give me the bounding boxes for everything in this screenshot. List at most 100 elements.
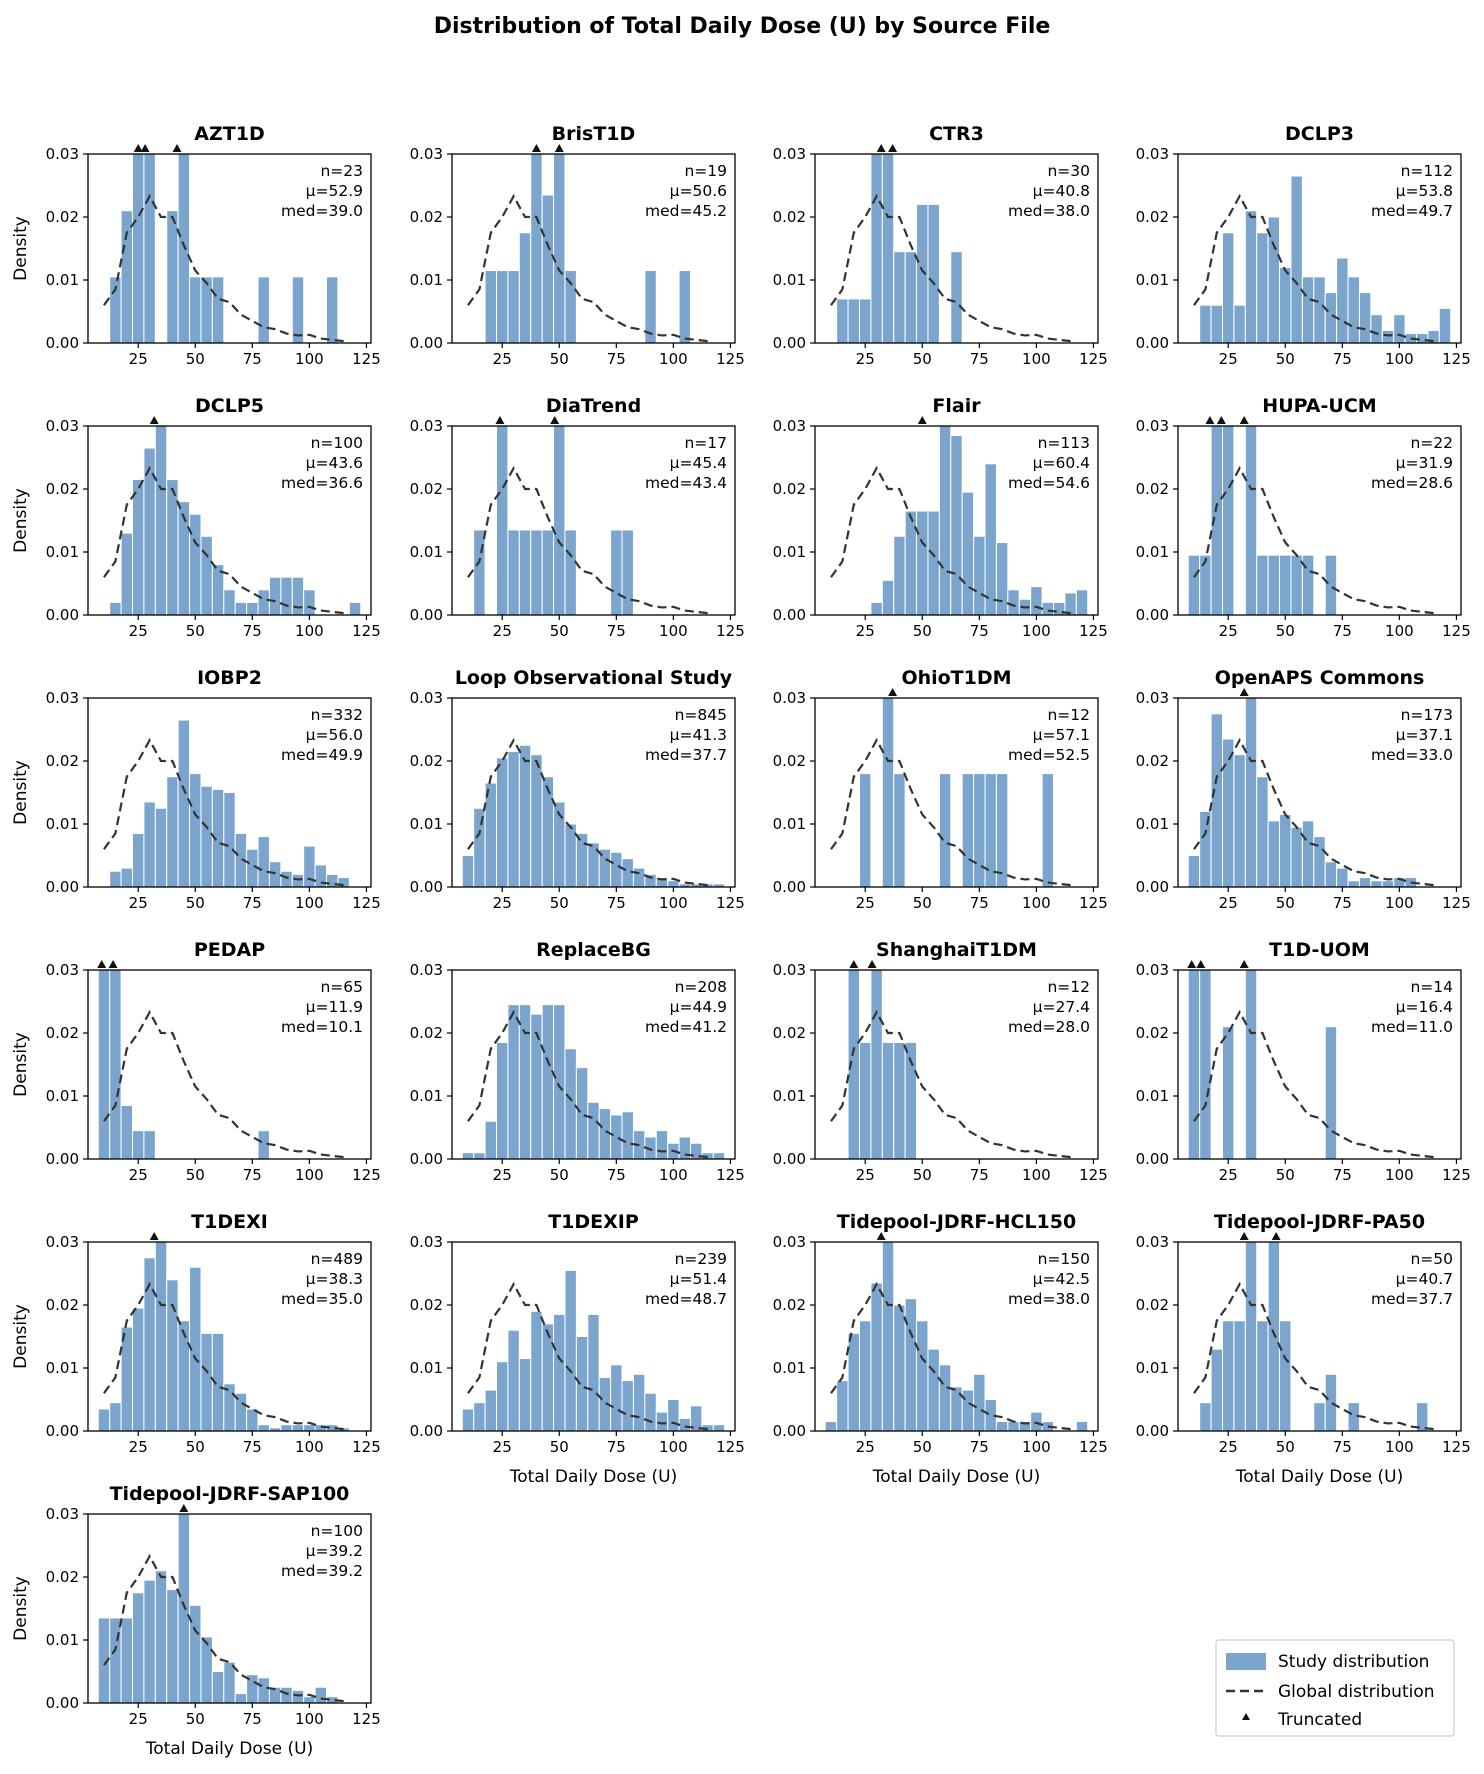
truncated-marker — [849, 960, 859, 968]
y-tick-label: 0.00 — [410, 1150, 443, 1168]
histogram-bar — [484, 1389, 497, 1432]
histogram-bar — [824, 1421, 838, 1432]
histogram-bar — [496, 757, 509, 888]
truncated-marker — [495, 416, 505, 424]
legend-label-study: Study distribution — [1278, 1652, 1429, 1672]
histogram-bar — [938, 425, 952, 616]
histogram-bar — [1244, 1241, 1258, 1432]
histogram-bar — [632, 1373, 646, 1432]
histogram-bar — [507, 1329, 520, 1432]
y-tick-label: 0.03 — [46, 689, 79, 707]
histogram-bar — [109, 1617, 122, 1704]
subplot-t1d-uom: 25 50 75 100 125 0.00 0.01 0.02 0.03 T1D-UOM n=14 μ… — [1136, 939, 1471, 1184]
histogram-bar — [1324, 554, 1338, 616]
axes-frame — [814, 153, 1099, 344]
truncated-marker — [1187, 960, 1197, 968]
subplot-title: PEDAP — [194, 939, 265, 961]
histogram-bar — [154, 807, 168, 888]
subplot-title: CTR3 — [929, 123, 984, 145]
y-tick-label: 0.02 — [773, 1024, 806, 1042]
histogram-bar — [303, 589, 316, 616]
legend-label-global: Global distribution — [1278, 1682, 1435, 1702]
x-tick-label: 125 — [1442, 1438, 1471, 1456]
histogram-bar — [166, 1279, 179, 1432]
histogram-bar — [1279, 814, 1292, 888]
x-tick-label: 25 — [493, 894, 512, 912]
histogram-bar — [234, 1693, 248, 1704]
figure-title: Distribution of Total Daily Dose (U) by … — [434, 14, 1051, 39]
truncated-marker — [550, 416, 560, 424]
histogram-bar — [303, 1696, 316, 1704]
x-axis-label: Total Daily Dose (U) — [872, 1467, 1040, 1487]
x-tick-label: 50 — [186, 1166, 205, 1184]
histogram-bar — [1416, 333, 1429, 344]
y-tick-label: 0.01 — [410, 271, 443, 289]
subplot-title: T1DEXIP — [548, 1211, 639, 1233]
subplot-hupa-ucm: 25 50 75 100 125 0.00 0.01 0.02 0.03 HUPA-UCM n=22… — [1136, 395, 1471, 640]
legend-swatch-truncated — [1242, 1713, 1250, 1720]
y-tick-label: 0.01 — [46, 815, 79, 833]
histogram-bar — [1041, 601, 1054, 616]
histogram-bar — [1187, 554, 1201, 616]
stat-median: med=38.0 — [1008, 202, 1090, 220]
subplot-title: ReplaceBG — [536, 939, 651, 961]
x-tick-label: 75 — [607, 1438, 626, 1456]
y-tick-label: 0.01 — [1136, 543, 1169, 561]
histogram-bar — [143, 801, 156, 888]
stat-median: med=37.7 — [645, 746, 727, 764]
histogram-bar — [1279, 554, 1292, 616]
histogram-bar — [655, 1130, 669, 1160]
histogram-bar — [1222, 425, 1235, 616]
histogram-bar — [143, 1130, 156, 1160]
stat-median: med=11.0 — [1371, 1018, 1453, 1036]
subplot-title: Flair — [932, 395, 981, 417]
x-tick-label: 100 — [1385, 622, 1414, 640]
stat-n: n=65 — [320, 978, 363, 996]
global-distribution-line — [1193, 193, 1434, 343]
axes-frame — [87, 697, 372, 888]
histogram-bar — [223, 1383, 236, 1432]
global-distribution-line — [103, 1553, 344, 1703]
global-distribution-line — [1193, 737, 1434, 887]
histogram-bar — [223, 1661, 236, 1704]
histogram-bar — [473, 529, 486, 616]
histogram-bar — [1007, 589, 1020, 616]
histogram-bar — [1256, 232, 1269, 344]
histogram-bar — [1370, 314, 1383, 344]
histogram-bar — [541, 194, 555, 344]
y-axis-label: Density — [11, 488, 31, 553]
stat-mean: μ=51.4 — [670, 1270, 727, 1288]
histogram-bar — [961, 773, 975, 888]
histogram-bar — [1313, 276, 1326, 344]
global-distribution-line — [830, 737, 1071, 887]
y-tick-label: 0.00 — [410, 878, 443, 896]
histogram-bar — [109, 601, 122, 616]
histogram-bar — [904, 1298, 918, 1432]
histogram-bar — [1336, 257, 1349, 344]
histogram-bar — [938, 1364, 952, 1432]
y-tick-label: 0.01 — [773, 815, 806, 833]
histogram-bar — [97, 1408, 111, 1432]
y-tick-label: 0.03 — [773, 961, 806, 979]
histogram-bar — [1279, 266, 1292, 344]
y-tick-label: 0.00 — [773, 334, 806, 352]
histogram-bar — [893, 535, 906, 616]
histogram-bar — [166, 776, 179, 888]
histogram-bar — [1233, 754, 1246, 888]
x-axis-label: Total Daily Dose (U) — [145, 1739, 313, 1759]
histogram-bar — [984, 463, 997, 616]
histogram-bar — [1347, 880, 1360, 888]
x-tick-label: 50 — [1276, 1438, 1295, 1456]
histogram-bar — [621, 1380, 634, 1432]
histogram-bar — [530, 1310, 543, 1432]
histogram-bar — [655, 1411, 669, 1432]
histogram-bar — [154, 1241, 168, 1432]
histogram-bar — [1256, 776, 1269, 888]
subplot-title: DCLP5 — [195, 395, 264, 417]
subplot-title: Loop Observational Study — [455, 667, 733, 689]
y-axis-label: Density — [11, 1304, 31, 1369]
subplot-ohiot1dm: 25 50 75 100 125 0.00 0.01 0.02 0.03 OhioT1DM n=12… — [773, 667, 1108, 912]
stat-mean: μ=57.1 — [1033, 726, 1090, 744]
x-tick-label: 25 — [129, 350, 148, 368]
truncated-marker — [876, 144, 886, 152]
